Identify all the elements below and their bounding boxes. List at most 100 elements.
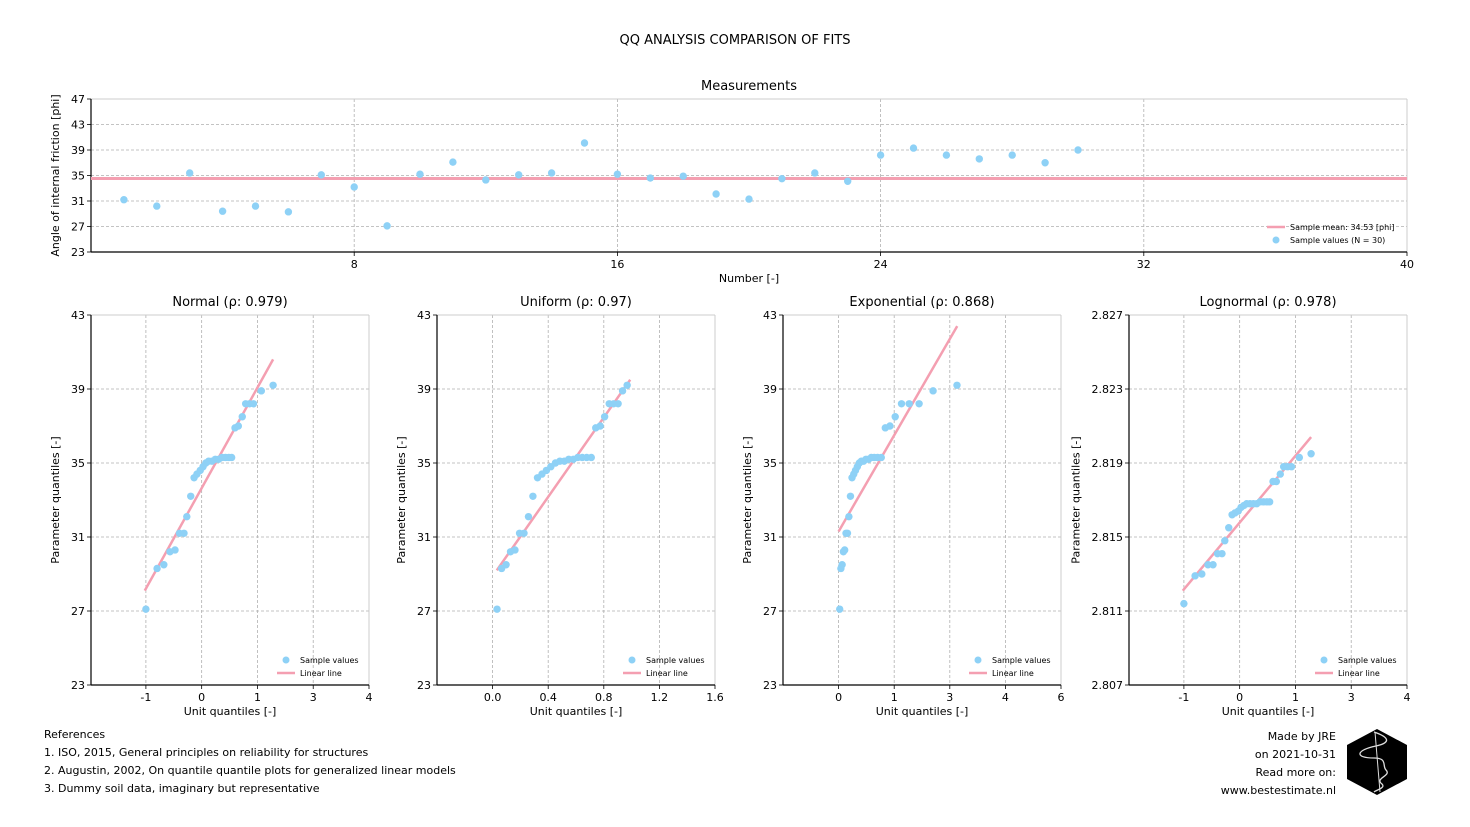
data-point — [909, 144, 918, 152]
legend-label: Linear line — [1338, 669, 1380, 678]
y-tick-label: 31 — [71, 531, 85, 544]
data-point — [891, 413, 899, 421]
x-tick-label: 32 — [1137, 258, 1151, 271]
data-point — [915, 400, 923, 408]
data-point — [1225, 524, 1233, 532]
legend: Sample values Linear line — [1315, 656, 1397, 678]
data-point — [712, 190, 720, 198]
x-axis-label: Unit quantiles [-] — [876, 705, 969, 718]
data-point — [120, 196, 128, 204]
data-point — [1008, 151, 1016, 159]
data-point — [227, 453, 236, 462]
y-axis-label: Parameter quantiles [-] — [741, 436, 754, 563]
data-point — [383, 222, 391, 230]
data-point — [547, 169, 556, 177]
data-point — [646, 174, 654, 182]
y-tick-label: 31 — [417, 531, 431, 544]
y-tick-label: 27 — [71, 221, 85, 234]
measurements-chart: 8 16 24 32 40 23 27 31 35 39 43 47 Measurements Numbe… — [49, 79, 1414, 285]
y-tick-label: 2.811 — [1092, 605, 1124, 618]
legend-point-swatch — [1320, 656, 1328, 664]
data-point — [520, 529, 528, 537]
legend: Sample values Linear line — [969, 656, 1051, 678]
y-tick-label: 35 — [71, 170, 85, 183]
legend-point-swatch — [628, 656, 636, 664]
legend-label: Linear line — [300, 669, 342, 678]
data-point — [877, 453, 885, 462]
credits-date: on 2021-10-31 — [1254, 748, 1336, 761]
qq-plot-exponential: 0 1 3 4 6 23 27 31 35 39 43 Exponential (ρ: 0.868) U… — [741, 295, 1065, 718]
data-point — [511, 546, 519, 554]
data-point — [269, 381, 277, 389]
data-point — [183, 512, 191, 521]
legend-label: Sample values — [300, 656, 359, 665]
y-tick-label: 23 — [417, 679, 431, 692]
x-tick-label: 0.8 — [595, 691, 613, 704]
data-point — [218, 207, 227, 215]
reference-item: 3. Dummy soil data, imaginary but repres… — [44, 782, 320, 795]
x-tick-label: 4 — [366, 691, 373, 704]
data-point — [493, 605, 501, 613]
data-point — [1180, 599, 1188, 608]
data-point — [942, 151, 951, 159]
y-axis-label: Angle of internal friction [phi] — [49, 94, 62, 256]
data-point — [257, 387, 266, 395]
reference-item: 1. ISO, 2015, General principles on reli… — [44, 746, 369, 759]
x-axis-label: Unit quantiles [-] — [184, 705, 277, 718]
data-point — [284, 208, 293, 216]
data-point — [238, 413, 246, 421]
data-point — [836, 605, 844, 613]
data-point — [350, 183, 358, 191]
y-tick-label: 27 — [71, 605, 85, 618]
data-point — [251, 202, 260, 210]
y-axis-label: Parameter quantiles [-] — [49, 436, 62, 563]
references: References 1. ISO, 2015, General princip… — [44, 726, 456, 798]
bestestimate-logo-icon — [1347, 729, 1407, 795]
data-point — [596, 422, 604, 430]
data-point — [1074, 146, 1082, 154]
legend-label: Sample values (N = 30) — [1290, 236, 1385, 245]
y-tick-label: 2.819 — [1092, 457, 1124, 470]
x-tick-label: 4 — [1002, 691, 1009, 704]
credits-website[interactable]: www.bestestimate.nl — [1220, 784, 1336, 797]
x-tick-label: 0 — [1236, 691, 1243, 704]
y-tick-label: 35 — [417, 457, 431, 470]
data-point — [180, 529, 188, 537]
linear-fit-line — [837, 325, 959, 533]
credits-author: Made by JRE — [1267, 730, 1336, 743]
data-point — [613, 170, 622, 178]
data-point — [897, 400, 906, 408]
qq-plot-normal: -1 0 1 3 4 23 27 31 35 39 43 Normal (ρ: 0.979) Unit … — [49, 295, 373, 718]
legend: Sample values Linear line — [277, 656, 359, 678]
y-tick-label: 39 — [71, 144, 85, 157]
y-tick-label: 35 — [71, 457, 85, 470]
y-tick-label: 2.823 — [1092, 383, 1124, 396]
y-tick-label: 2.815 — [1092, 531, 1124, 544]
data-point — [1221, 537, 1229, 545]
y-tick-label: 31 — [71, 195, 85, 208]
linear-fit-line — [495, 379, 632, 572]
data-point — [623, 381, 631, 389]
y-tick-label: 23 — [763, 679, 777, 692]
x-axis-label: Unit quantiles [-] — [1222, 705, 1315, 718]
data-point — [449, 158, 457, 166]
data-point — [811, 169, 819, 177]
data-point — [1218, 549, 1226, 558]
legend: Sample values Linear line — [623, 656, 705, 678]
x-tick-label: 8 — [351, 258, 358, 271]
data-point — [153, 564, 161, 573]
x-tick-label: 0.0 — [484, 691, 502, 704]
x-tick-label: -1 — [140, 691, 151, 704]
legend-label: Linear line — [646, 669, 688, 678]
data-point — [249, 400, 258, 408]
data-point — [416, 170, 424, 178]
data-point — [187, 492, 195, 500]
y-tick-label: 35 — [763, 457, 777, 470]
y-tick-label: 39 — [417, 383, 431, 396]
y-tick-label: 23 — [71, 246, 85, 259]
legend-label: Linear line — [992, 669, 1034, 678]
data-point — [844, 177, 852, 185]
x-tick-label: 0.4 — [539, 691, 557, 704]
data-point — [614, 400, 622, 408]
x-tick-label: 1 — [254, 691, 261, 704]
